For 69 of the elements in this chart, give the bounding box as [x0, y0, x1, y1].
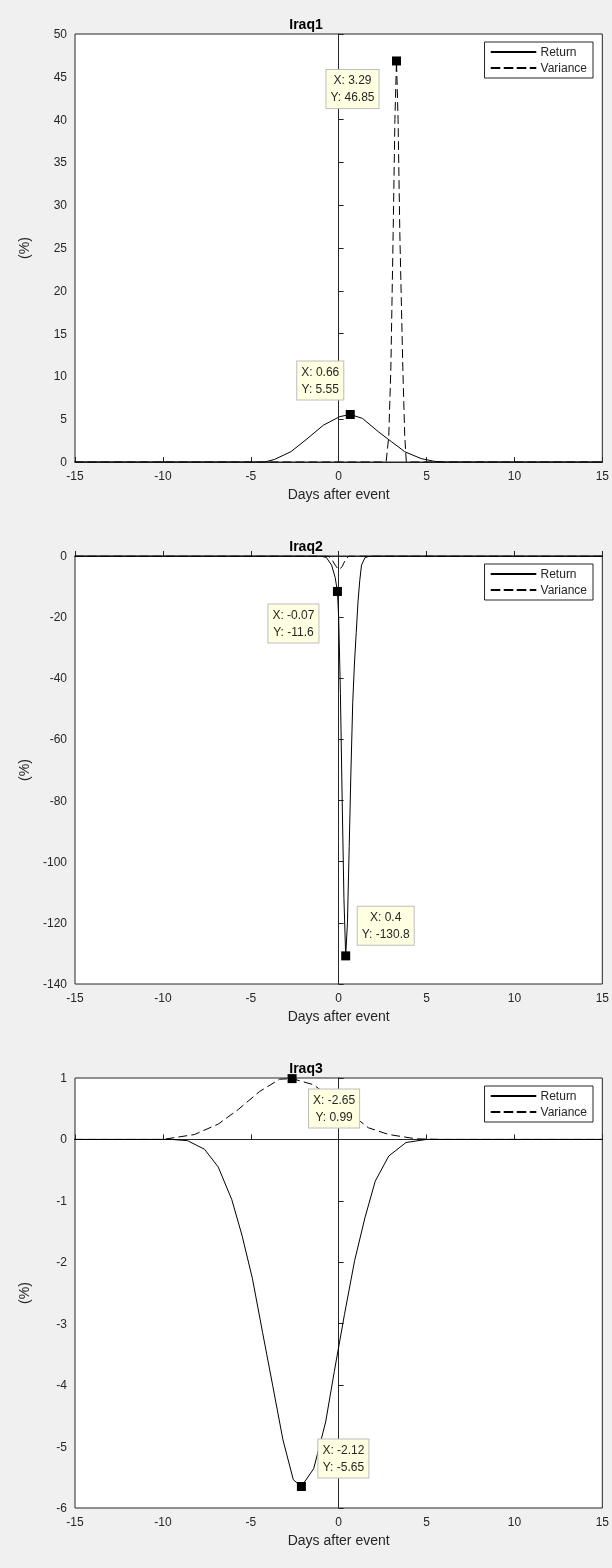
y-tick-label: -2 — [56, 1255, 68, 1270]
chart-title: Iraq3 — [289, 1060, 323, 1076]
x-tick-label: -10 — [154, 1515, 172, 1529]
y-axis-title: (%) — [16, 1282, 32, 1304]
y-tick-label: -60 — [49, 732, 68, 747]
y-tick-label: 15 — [53, 326, 68, 341]
legend-label: Return — [540, 45, 577, 59]
legend-label: Return — [540, 567, 577, 581]
x-tick-label: 5 — [423, 1515, 431, 1529]
y-axis-title: (%) — [16, 237, 32, 259]
y-tick-label: 20 — [53, 283, 68, 298]
y-tick-label: 40 — [53, 112, 68, 127]
y-tick-label: 45 — [53, 69, 68, 84]
y-tick-label: 10 — [53, 369, 68, 384]
y-axis-title: (%) — [16, 759, 32, 781]
y-tick-label: -1 — [56, 1193, 68, 1208]
x-axis-title: Days after event — [287, 1007, 390, 1024]
x-tick-label: 0 — [335, 1515, 343, 1529]
x-tick-label: 0 — [335, 991, 343, 1005]
x-tick-label: -10 — [154, 991, 172, 1005]
annotation: X: -2.12 Y: -5.65 — [322, 1443, 365, 1474]
legend-label: Return — [540, 1089, 577, 1103]
y-tick-label: 30 — [53, 198, 68, 213]
y-tick-label: -80 — [49, 793, 68, 808]
x-tick-label: 15 — [595, 1515, 610, 1529]
chart-title: Iraq2 — [289, 538, 323, 554]
x-tick-label: 5 — [423, 469, 431, 483]
annotation: X: 0.4 Y: -130.8 — [361, 910, 411, 942]
x-tick-label: 10 — [507, 469, 522, 483]
x-tick-label: 10 — [507, 1515, 522, 1529]
annotation: X: -0.07 Y: -11.6 — [272, 607, 315, 639]
annotation: X: -2.65 Y: 0.99 — [313, 1093, 356, 1125]
y-tick-label: -120 — [42, 915, 68, 930]
x-tick-label: -5 — [245, 991, 257, 1005]
y-tick-label: 0 — [60, 549, 68, 563]
x-tick-label: -10 — [154, 469, 172, 483]
x-tick-label: 10 — [507, 991, 522, 1005]
y-tick-label: 0 — [60, 1132, 68, 1147]
y-tick-label: -40 — [49, 671, 68, 686]
y-tick-label: -100 — [42, 854, 68, 869]
y-tick-label: -20 — [49, 610, 68, 625]
chart-title: Iraq1 — [289, 16, 323, 32]
x-tick-label: -15 — [66, 1515, 84, 1529]
y-tick-label: -6 — [56, 1501, 68, 1515]
x-tick-label: 5 — [423, 991, 431, 1005]
legend-label: Variance — [540, 61, 588, 75]
y-tick-label: 1 — [60, 1071, 68, 1085]
x-tick-label: 15 — [595, 991, 610, 1005]
y-tick-label: 35 — [53, 155, 68, 170]
x-tick-label: -15 — [66, 991, 84, 1005]
x-tick-label: -15 — [66, 469, 84, 483]
legend-label: Variance — [540, 1105, 588, 1119]
x-tick-label: 15 — [595, 469, 610, 483]
x-tick-label: -5 — [245, 1515, 257, 1529]
annotation: X: 3.29 Y: 46.85 — [330, 73, 375, 105]
y-tick-label: -5 — [56, 1439, 68, 1454]
x-tick-label: 0 — [335, 469, 343, 483]
x-axis-title: Days after event — [287, 1531, 390, 1548]
y-tick-label: 0 — [60, 455, 68, 469]
x-axis-title: Days after event — [287, 485, 390, 502]
y-tick-label: -4 — [56, 1378, 68, 1393]
y-tick-label: -3 — [56, 1316, 68, 1331]
y-tick-label: 5 — [60, 412, 68, 427]
annotation: X: 0.66 Y: 5.55 — [301, 364, 340, 396]
y-tick-label: -140 — [42, 977, 68, 991]
y-tick-label: 25 — [53, 241, 68, 255]
y-tick-label: 50 — [53, 27, 68, 41]
x-tick-label: -5 — [245, 469, 257, 483]
legend-label: Variance — [540, 583, 588, 597]
